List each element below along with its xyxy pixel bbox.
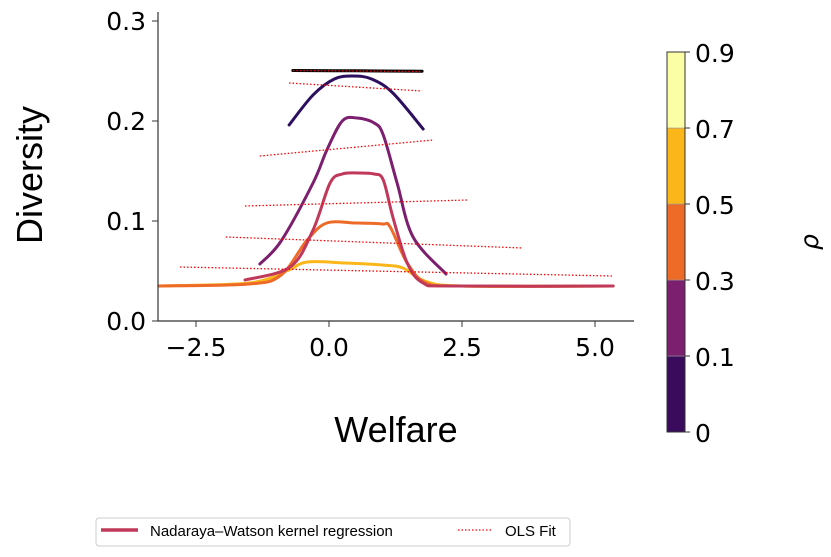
x-tick-label: 0.0: [309, 333, 349, 362]
colorbar-tick-label: 0.3: [695, 267, 735, 296]
ols-fit-line-5: [180, 266, 613, 277]
legend: Nadaraya–Watson kernel regression OLS Fi…: [95, 517, 571, 547]
series-kernel-orange: [157, 220, 615, 288]
colorbar-tick-label: 0: [695, 419, 711, 448]
ols-fit-line-3: [244, 199, 468, 207]
colorbar-tick-label: 0.1: [695, 343, 735, 372]
ols-fit-line-4: [225, 236, 524, 249]
ols-fit-line-1: [289, 82, 423, 92]
colorbar-frame: [666, 51, 686, 433]
colorbar-label: ρ: [795, 234, 824, 250]
y-tick-label: 0.1: [106, 207, 146, 236]
colorbar-tick-label: 0.5: [695, 191, 735, 220]
colorbar-bin: [666, 279, 686, 357]
ols-fit-line-0: [292, 69, 423, 73]
plot-area: [157, 69, 615, 288]
colorbar-bin: [666, 355, 686, 433]
legend-label-ols: OLS Fit: [505, 523, 557, 540]
colorbar-tick-label: 0.9: [695, 39, 735, 68]
colorbar-bin: [666, 203, 686, 281]
y-axis-title: Diversity: [9, 106, 50, 244]
ticks: −2.5 0.0 2.5 5.0 0.0 0.1 0.2 0.3: [106, 7, 615, 362]
series-kernel-yellow: [157, 260, 615, 288]
colorbar: 0 0.1 0.3 0.5 0.7 0.9: [666, 39, 735, 448]
colorbar-bin: [666, 51, 686, 129]
x-tick-label: −2.5: [166, 333, 227, 362]
x-axis-title: Welfare: [334, 409, 457, 450]
x-tick-label: 5.0: [575, 333, 615, 362]
colorbar-bin: [666, 127, 686, 205]
y-tick-label: 0.3: [106, 7, 146, 36]
series-kernel-purple: [258, 115, 448, 276]
colorbar-tick-label: 0.7: [695, 115, 735, 144]
y-tick-label: 0.0: [106, 307, 146, 336]
ols-fit-line-2: [259, 139, 434, 157]
y-tick-label: 0.2: [106, 107, 146, 136]
x-tick-label: 2.5: [442, 333, 482, 362]
legend-label-kernel: Nadaraya–Watson kernel regression: [150, 523, 393, 540]
series-kernel-dark-purple: [287, 74, 425, 131]
series-kernel-crimson: [243, 171, 615, 288]
